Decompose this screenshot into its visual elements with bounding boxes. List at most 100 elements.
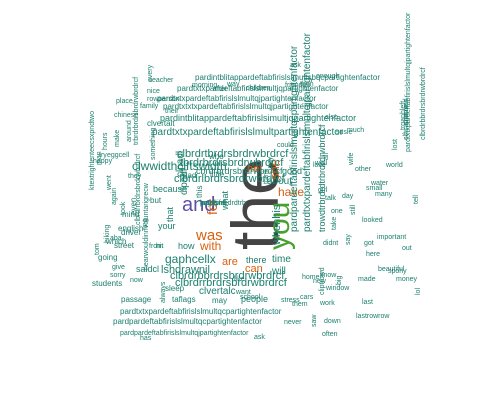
cloud-word: stress <box>281 297 300 304</box>
cloud-word: new <box>313 278 326 285</box>
cloud-word: pardintblitappardeftabfirislsimultjqpart… <box>160 113 357 123</box>
cloud-word: happy <box>93 158 113 165</box>
cloud-word: hours <box>102 132 109 150</box>
cloud-word: family <box>140 103 159 110</box>
cloud-word: pardpardeftabfirislslmultqjpartightenfac… <box>120 330 249 337</box>
cloud-word: always <box>160 281 167 303</box>
cloud-word: down <box>324 318 341 325</box>
cloud-word: clbrdrbbrdrsbrdrwbrdrcf <box>420 67 427 140</box>
cloud-word: her <box>247 163 263 175</box>
cloud-word: little <box>210 170 225 179</box>
cloud-word: your <box>158 221 176 231</box>
cloud-word: street <box>114 241 135 250</box>
cloud-word: their <box>165 108 179 115</box>
cloud-word: many <box>375 191 393 198</box>
cloud-word: going <box>98 253 118 262</box>
cloud-word: every <box>147 64 154 82</box>
cloud-word: clftsapproved <box>403 98 410 140</box>
cloud-word: that <box>165 206 175 222</box>
cloud-word: hiking <box>104 224 111 243</box>
cloud-word: from <box>149 243 163 250</box>
cloud-word: one <box>331 208 343 215</box>
cloud-word: love <box>313 162 326 169</box>
cloud-word: important <box>377 234 407 241</box>
cloud-word: got <box>364 240 374 247</box>
cloud-word: have <box>278 185 305 199</box>
cloud-word: give <box>112 264 125 271</box>
cloud-word: window <box>326 285 350 292</box>
cloud-word: pardtxtxtxpardeftabfirislslmultqjpartigh… <box>163 102 329 111</box>
cloud-word: much <box>347 127 365 134</box>
cloud-word: taflags <box>172 295 196 304</box>
cloud-word: pardtxtxpardeftabfirislslmultqjpartighte… <box>302 33 313 232</box>
cloud-word: way <box>227 81 240 88</box>
cloud-word: they <box>128 173 142 180</box>
cloud-word: which <box>106 237 127 246</box>
cloud-word: went <box>106 175 113 190</box>
cloud-word: people <box>241 294 269 304</box>
cloud-word: clbrdrtbrdrsbrdrwbrdrcf <box>177 148 289 160</box>
cloud-word: made <box>358 276 376 283</box>
cloud-word: also <box>325 114 338 121</box>
cloud-word: pardtxtxparfdeftabfirislsimultjqpartight… <box>177 84 339 93</box>
cloud-word: saw <box>311 314 318 327</box>
cloud-word: lastrowrow <box>356 313 390 320</box>
cloud-word: cliptrowd <box>319 267 326 295</box>
cloud-word: are <box>222 256 238 268</box>
cloud-word: lol <box>415 287 422 295</box>
cloud-word: beautiful <box>378 266 405 273</box>
cloud-word: about <box>267 176 293 187</box>
cloud-word: nice <box>147 88 160 95</box>
cloud-word: time <box>272 254 291 265</box>
cloud-word: ring <box>142 218 149 230</box>
cloud-word: man <box>96 151 103 165</box>
cloud-word: vandbrdrdrdtrb <box>200 200 246 207</box>
cloud-word: something <box>150 127 157 160</box>
cloud-word: like <box>234 276 245 283</box>
cloud-word: other <box>355 166 371 173</box>
cloud-word: pardtxtxpardeftabfirislslmultqcpartighte… <box>120 307 282 316</box>
cloud-word: them <box>292 301 308 308</box>
cloud-word: pardpardeftabfirislslmultqcpartightenfac… <box>113 317 262 326</box>
cloud-word: know <box>320 272 337 279</box>
cloud-word: tell <box>413 195 420 204</box>
cloud-word: pardintblitappardeftabfirislslmultsbqcpa… <box>195 73 380 82</box>
cloud-word: last <box>362 299 373 306</box>
cloud-word: clbrdrbbrdrsbrdrwbrdrcf <box>170 270 285 282</box>
cloud-word: place <box>116 98 133 105</box>
cloud-word: and <box>182 194 216 216</box>
cloud-word: children <box>246 85 271 92</box>
cloud-word: trbrdrbrdrsbrdrwbrdrcf <box>133 76 140 145</box>
cloud-word: friends <box>285 82 307 89</box>
cloud-word: still <box>350 204 357 215</box>
cloud-word: well <box>315 160 328 167</box>
cloud-word: then <box>300 81 314 88</box>
cloud-word: here <box>366 251 381 258</box>
cloud-word: teacher <box>150 77 174 84</box>
cloud-word: ask <box>254 334 265 341</box>
cloud-word: take <box>331 216 338 230</box>
cloud-word: around <box>126 120 133 142</box>
cloud-word: pardtxtxpardeftabfirislslmultqjpartighte… <box>157 94 317 103</box>
cloud-word: often <box>322 331 338 338</box>
cloud-word: could <box>277 142 294 149</box>
cloud-word: water <box>371 180 389 187</box>
cloud-word: cbrdrbrdrsbrdrwbrdrcf <box>196 166 283 176</box>
cloud-word: small <box>366 185 383 192</box>
cloud-word: had <box>183 171 197 180</box>
cloud-word: pay <box>267 156 274 168</box>
cloud-word: mind <box>122 210 140 219</box>
cloud-word: clwwidthclftswidth <box>132 159 227 173</box>
cloud-word: home <box>302 274 320 281</box>
cloud-word: work <box>320 300 335 307</box>
cloud-word: clvertalt <box>147 119 175 128</box>
cloud-word: didnt <box>323 240 339 247</box>
cloud-word: will <box>272 266 286 277</box>
cloud-word: saidcl <box>136 264 160 274</box>
cloud-word: spohy <box>388 268 407 275</box>
cloud-word: good <box>282 166 303 176</box>
cloud-word: this <box>195 185 204 198</box>
cloud-word: was <box>196 227 223 244</box>
cloud-word: morning <box>192 82 218 89</box>
